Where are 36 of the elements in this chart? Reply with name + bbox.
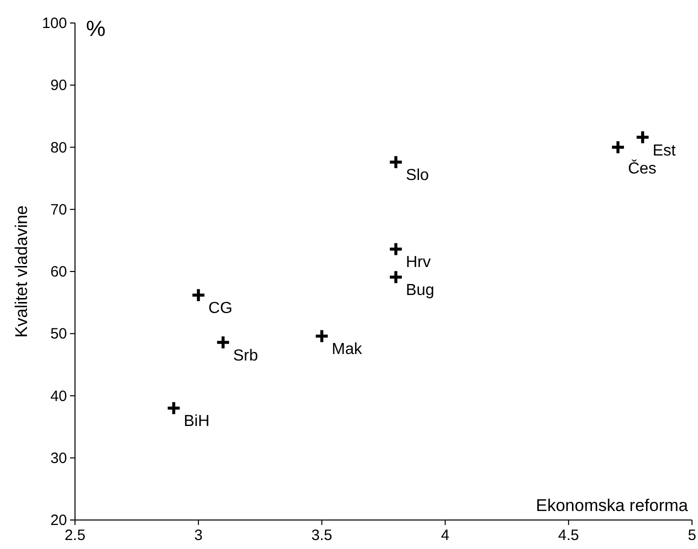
annotation: Srb bbox=[233, 347, 258, 364]
x-tick-label: 4 bbox=[441, 527, 450, 544]
x-tick-label: 4.5 bbox=[558, 527, 580, 544]
y-tick-label: 60 bbox=[50, 264, 67, 280]
point bbox=[388, 242, 404, 257]
annotation: CG bbox=[208, 300, 232, 318]
point bbox=[216, 334, 231, 350]
x-tick-label: 2.5 bbox=[64, 527, 86, 544]
point bbox=[166, 400, 182, 416]
point bbox=[635, 130, 650, 145]
annotation: Slo bbox=[406, 167, 430, 184]
annotation: Est bbox=[652, 142, 676, 160]
x-tick-label: 5 bbox=[688, 527, 696, 544]
point bbox=[388, 154, 404, 170]
y-tick-label: 70 bbox=[50, 201, 67, 218]
point bbox=[388, 270, 404, 285]
point bbox=[314, 328, 330, 344]
x-tick-label: 3.5 bbox=[311, 527, 332, 544]
x-axis-title: Ekonomska reforma bbox=[536, 496, 689, 515]
y-tick-label: 20 bbox=[50, 512, 67, 529]
y-tick-label: 50 bbox=[50, 326, 67, 343]
x-tick-label: 3 bbox=[194, 527, 203, 544]
point bbox=[610, 140, 626, 155]
annotation: BiH bbox=[184, 413, 210, 430]
y-axis-title: Kvalitet vladavine bbox=[12, 205, 31, 338]
y-tick-label: 30 bbox=[50, 450, 67, 467]
y-tick-label: 100 bbox=[42, 15, 67, 32]
y-tick-label: 90 bbox=[50, 77, 67, 94]
annotation: Bug bbox=[406, 282, 434, 300]
annotation: Čes bbox=[628, 159, 656, 178]
annotation: Mak bbox=[332, 341, 364, 358]
annotation: Hrv bbox=[406, 254, 431, 272]
point bbox=[190, 288, 206, 303]
y-tick-label: 40 bbox=[50, 388, 67, 405]
y-tick-label: 80 bbox=[50, 139, 67, 156]
annotation: % bbox=[86, 16, 106, 41]
